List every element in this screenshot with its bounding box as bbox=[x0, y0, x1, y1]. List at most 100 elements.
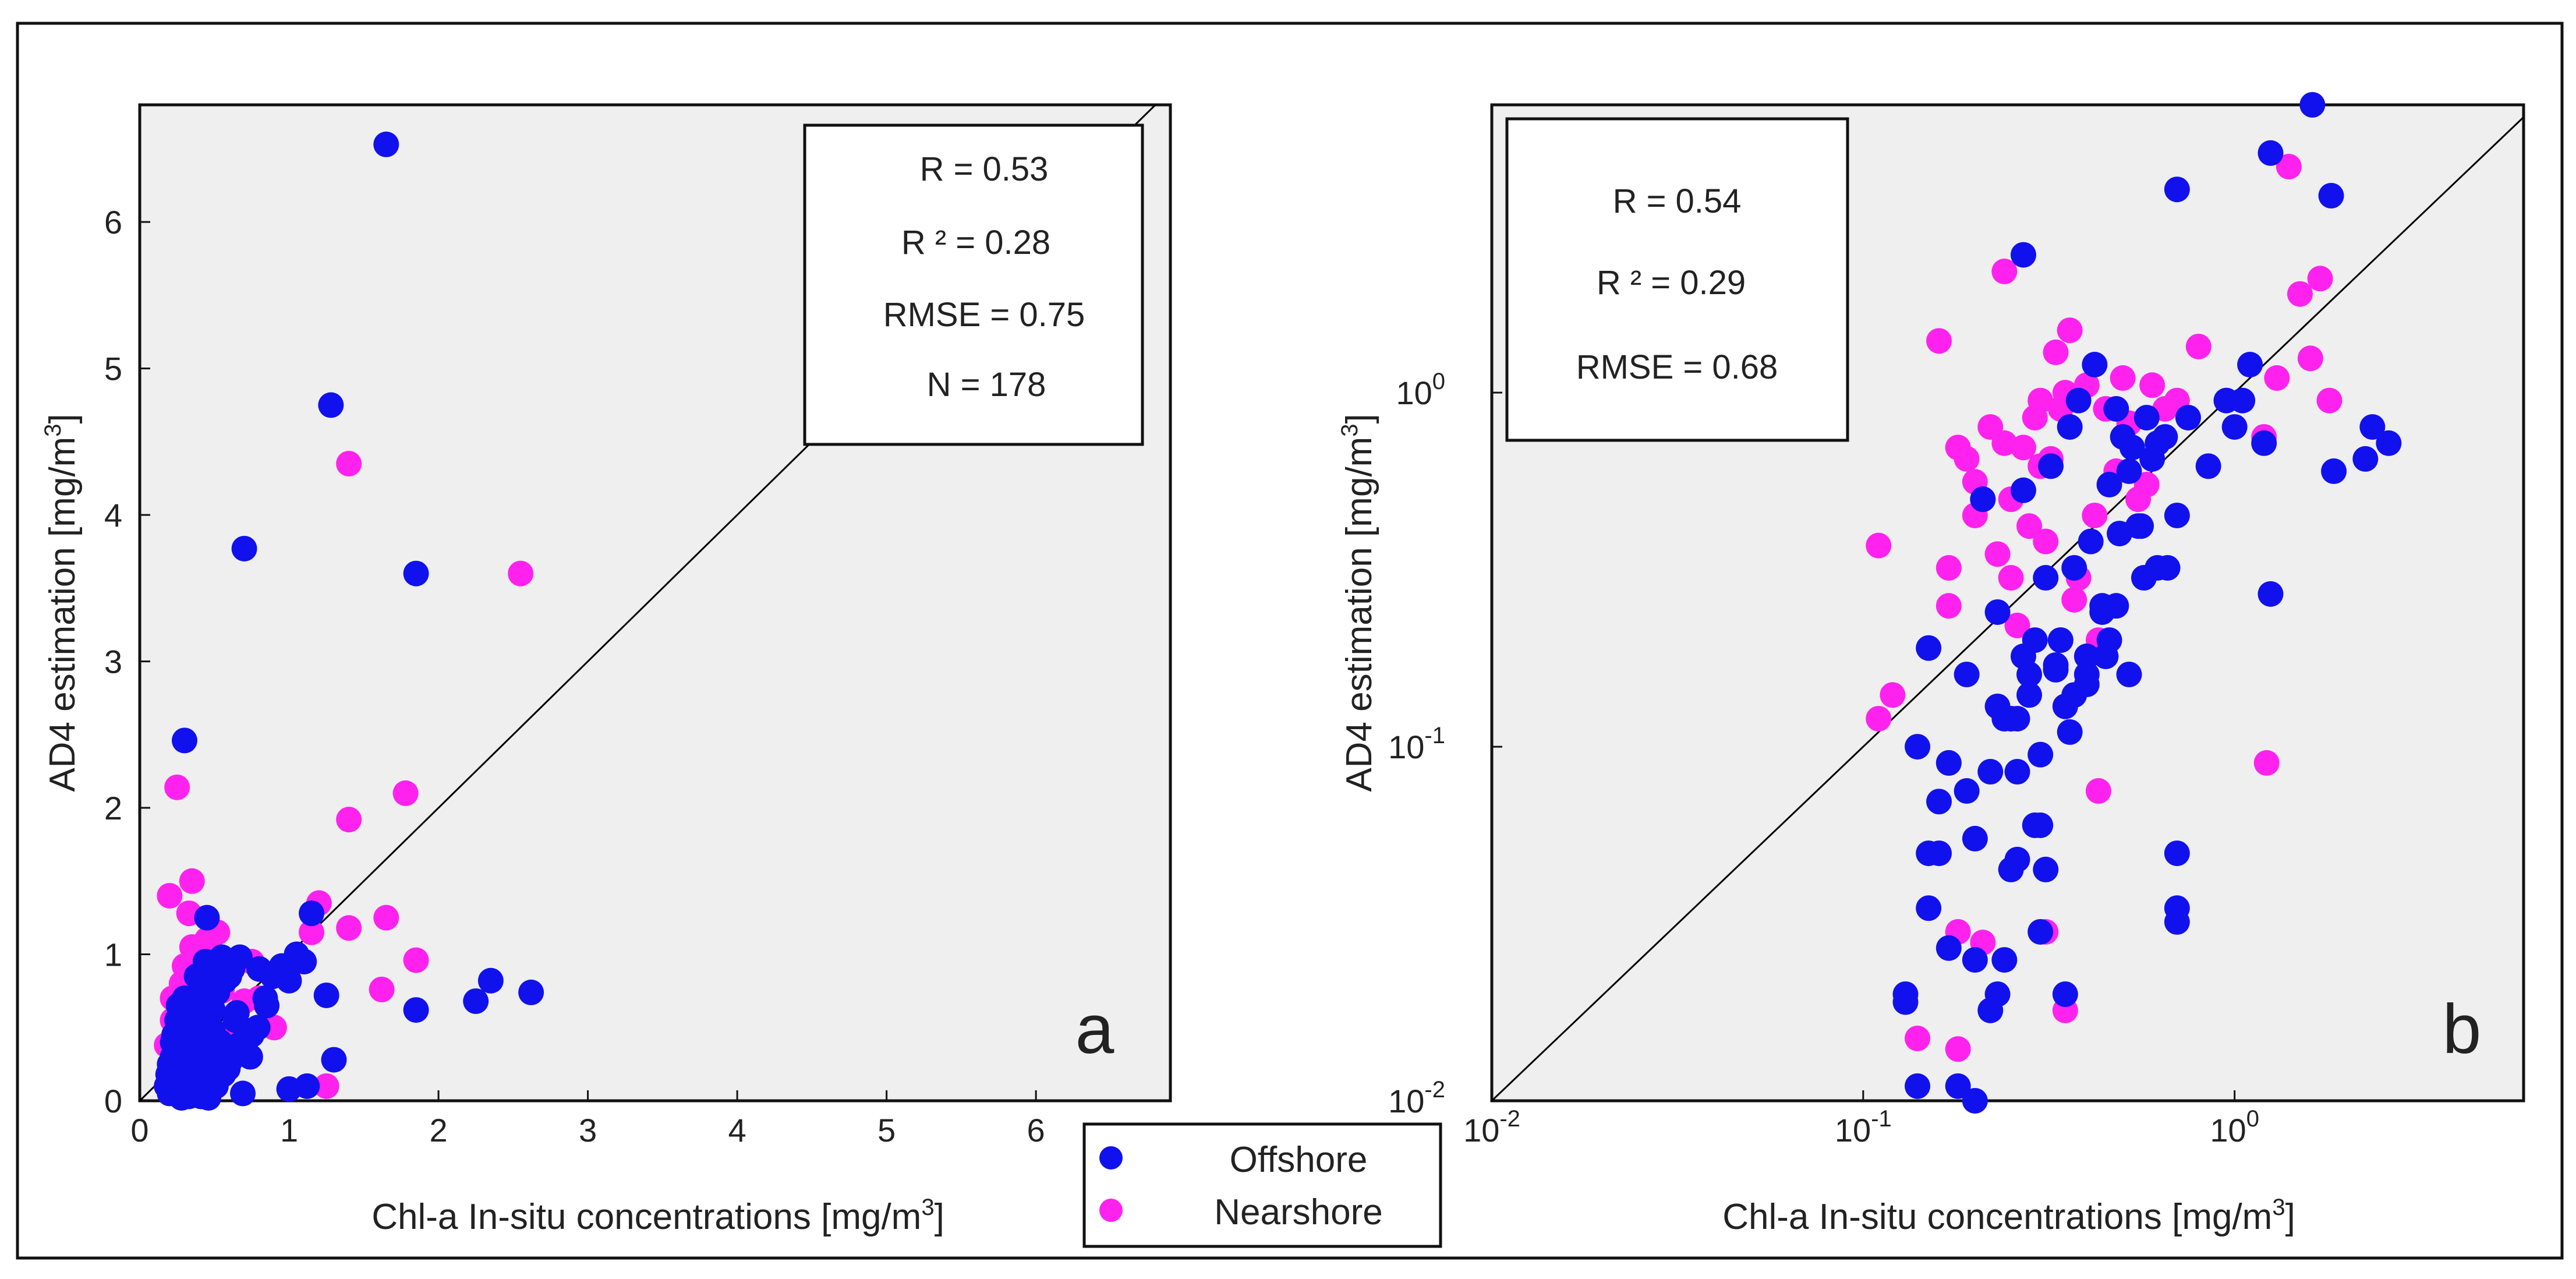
panel-b-letter: b bbox=[2443, 990, 2482, 1068]
offshore-point bbox=[2152, 424, 2178, 450]
offshore-point bbox=[2221, 414, 2248, 440]
y-tick-label: 10-1 bbox=[1388, 723, 1445, 765]
nearshore-point bbox=[1991, 259, 2018, 285]
offshore-point bbox=[2096, 472, 2122, 498]
offshore-point bbox=[1962, 947, 1988, 973]
offshore-point bbox=[252, 985, 278, 1011]
offshore-point bbox=[188, 978, 214, 1004]
offshore-point bbox=[2251, 430, 2277, 456]
offshore-point bbox=[2299, 92, 2326, 118]
nearshore-point bbox=[299, 919, 324, 945]
offshore-point bbox=[2352, 446, 2379, 472]
nearshore-point bbox=[2082, 502, 2108, 528]
offshore-point bbox=[373, 131, 399, 157]
nearshore-point bbox=[369, 976, 395, 1002]
nearshore-point bbox=[2264, 365, 2290, 391]
nearshore-point bbox=[2027, 387, 2054, 414]
panel-b-stats-box bbox=[1505, 117, 1849, 442]
offshore-point bbox=[2376, 430, 2402, 456]
nearshore-point bbox=[1905, 1025, 1931, 1051]
offshore-point bbox=[2004, 758, 2030, 785]
nearshore-point bbox=[2016, 513, 2043, 539]
y-tick-label: 10-2 bbox=[1388, 1077, 1445, 1119]
panel-a-ticks: 0 1 2 3 4 5 6 0 1 2 3 4 5 6 bbox=[104, 204, 1045, 1149]
offshore-point bbox=[2022, 812, 2048, 838]
offshore-point bbox=[2047, 627, 2073, 653]
nearshore-point bbox=[1866, 532, 1892, 559]
nearshore-point bbox=[2139, 372, 2165, 398]
offshore-point bbox=[237, 1044, 263, 1070]
offshore-point bbox=[171, 1066, 197, 1092]
y-tick-label: 1 bbox=[104, 937, 122, 973]
panel-a-stat-n: N = 178 bbox=[927, 366, 1046, 404]
offshore-point bbox=[2145, 555, 2171, 581]
panel-b-stat-r2: R ² = 0.29 bbox=[1597, 264, 1746, 302]
legend-offshore-label: Offshore bbox=[1230, 1140, 1368, 1180]
offshore-point bbox=[313, 982, 339, 1008]
x-tick-label: 4 bbox=[728, 1112, 746, 1149]
offshore-point bbox=[2033, 565, 2059, 591]
offshore-point bbox=[2164, 840, 2190, 867]
panel-a-stat-rmse: RMSE = 0.75 bbox=[883, 296, 1085, 334]
offshore-point bbox=[161, 1022, 187, 1048]
nearshore-point bbox=[1880, 682, 1906, 708]
offshore-point bbox=[1998, 705, 2024, 732]
x-tick-label: 10-1 bbox=[1835, 1106, 1892, 1149]
offshore-point bbox=[230, 1080, 256, 1107]
panel-b-stat-r: R = 0.54 bbox=[1613, 182, 1742, 220]
offshore-point bbox=[2010, 242, 2036, 268]
panel-a-stat-r: R = 0.53 bbox=[920, 150, 1049, 188]
offshore-point bbox=[2004, 846, 2030, 872]
y-tick-label: 100 bbox=[1396, 369, 1445, 411]
nearshore-point bbox=[1984, 541, 2011, 567]
offshore-point bbox=[403, 560, 429, 586]
offshore-point bbox=[1892, 989, 1919, 1015]
offshore-point bbox=[2107, 521, 2133, 547]
x-tick-label: 6 bbox=[1027, 1112, 1045, 1149]
offshore-point bbox=[2257, 140, 2284, 166]
offshore-point bbox=[2052, 981, 2078, 1008]
nearshore-point bbox=[2316, 387, 2343, 414]
nearshore-point bbox=[157, 882, 183, 909]
offshore-point bbox=[2010, 477, 2036, 503]
offshore-point bbox=[1935, 935, 1962, 961]
nearshore-point bbox=[2085, 778, 2111, 804]
nearshore-point bbox=[179, 868, 205, 894]
offshore-point bbox=[291, 949, 317, 975]
offshore-point bbox=[227, 944, 253, 970]
offshore-point bbox=[2321, 458, 2347, 485]
offshore-point bbox=[2043, 656, 2069, 683]
nearshore-point bbox=[1935, 555, 1962, 581]
nearshore-point bbox=[336, 915, 362, 941]
offshore-point bbox=[2119, 434, 2145, 461]
nearshore-point bbox=[2253, 750, 2280, 776]
panel-a: 0 1 2 3 4 5 6 0 1 2 3 4 5 6 R = 0.53 R ² = 0.28 RMSE … bbox=[40, 103, 1172, 1237]
offshore-point bbox=[2052, 693, 2078, 719]
offshore-point bbox=[2065, 387, 2092, 414]
x-tick-label: 2 bbox=[429, 1112, 447, 1149]
offshore-point bbox=[200, 997, 226, 1023]
offshore-point bbox=[463, 988, 489, 1014]
offshore-point bbox=[260, 963, 286, 990]
offshore-point bbox=[2195, 453, 2221, 479]
x-tick-label: 3 bbox=[579, 1112, 597, 1149]
offshore-point bbox=[403, 997, 429, 1023]
y-tick-label: 5 bbox=[104, 351, 122, 387]
nearshore-point bbox=[1954, 446, 1980, 472]
offshore-point bbox=[2096, 627, 2122, 653]
y-tick-label: 3 bbox=[104, 644, 122, 680]
nearshore-point bbox=[2297, 345, 2323, 372]
offshore-point bbox=[2103, 593, 2129, 619]
offshore-point bbox=[2116, 662, 2142, 688]
panel-b: 10-2 10-1 100 10-2 10-1 100 R = 0.54 R ² = 0.… bbox=[1337, 92, 2525, 1237]
offshore-point bbox=[2027, 918, 2054, 945]
legend: Offshore Nearshore bbox=[1082, 1122, 1442, 1248]
offshore-point bbox=[2318, 182, 2344, 209]
offshore-point bbox=[2230, 387, 2256, 414]
offshore-point bbox=[231, 535, 257, 561]
offshore-point bbox=[1962, 1088, 1988, 1114]
offshore-point bbox=[1916, 635, 1942, 661]
legend-nearshore-marker bbox=[1099, 1199, 1123, 1222]
nearshore-point bbox=[2004, 612, 2030, 638]
x-tick-label: 0 bbox=[130, 1112, 148, 1149]
